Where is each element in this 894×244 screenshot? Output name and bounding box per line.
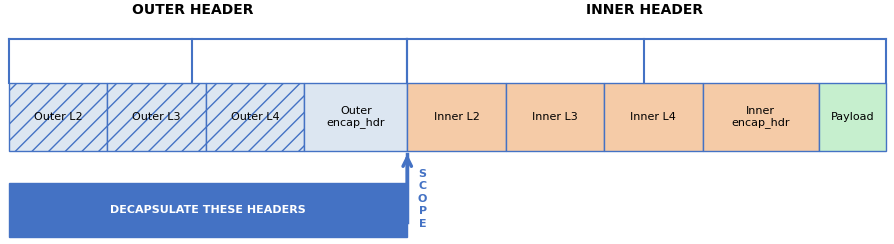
FancyBboxPatch shape — [206, 83, 304, 151]
FancyBboxPatch shape — [304, 83, 407, 151]
Text: Inner L3: Inner L3 — [531, 112, 578, 122]
FancyBboxPatch shape — [818, 83, 885, 151]
Text: Inner
encap_hdr: Inner encap_hdr — [730, 106, 789, 128]
FancyBboxPatch shape — [603, 83, 702, 151]
Text: Outer L3: Outer L3 — [132, 112, 181, 122]
FancyBboxPatch shape — [702, 83, 818, 151]
Text: Inner L2: Inner L2 — [433, 112, 479, 122]
FancyBboxPatch shape — [9, 183, 407, 237]
Text: Outer
encap_hdr: Outer encap_hdr — [326, 106, 384, 128]
Text: S
C
O
P
E: S C O P E — [417, 169, 426, 229]
FancyBboxPatch shape — [505, 83, 603, 151]
Text: INNER HEADER: INNER HEADER — [586, 3, 702, 17]
FancyBboxPatch shape — [9, 83, 107, 151]
Text: Outer L4: Outer L4 — [231, 112, 279, 122]
Text: DECAPSULATE THESE HEADERS: DECAPSULATE THESE HEADERS — [110, 205, 306, 215]
Text: OUTER HEADER: OUTER HEADER — [131, 3, 253, 17]
FancyBboxPatch shape — [107, 83, 206, 151]
FancyBboxPatch shape — [407, 83, 505, 151]
Text: Payload: Payload — [830, 112, 873, 122]
Text: Inner L4: Inner L4 — [629, 112, 676, 122]
Text: Outer L2: Outer L2 — [34, 112, 82, 122]
